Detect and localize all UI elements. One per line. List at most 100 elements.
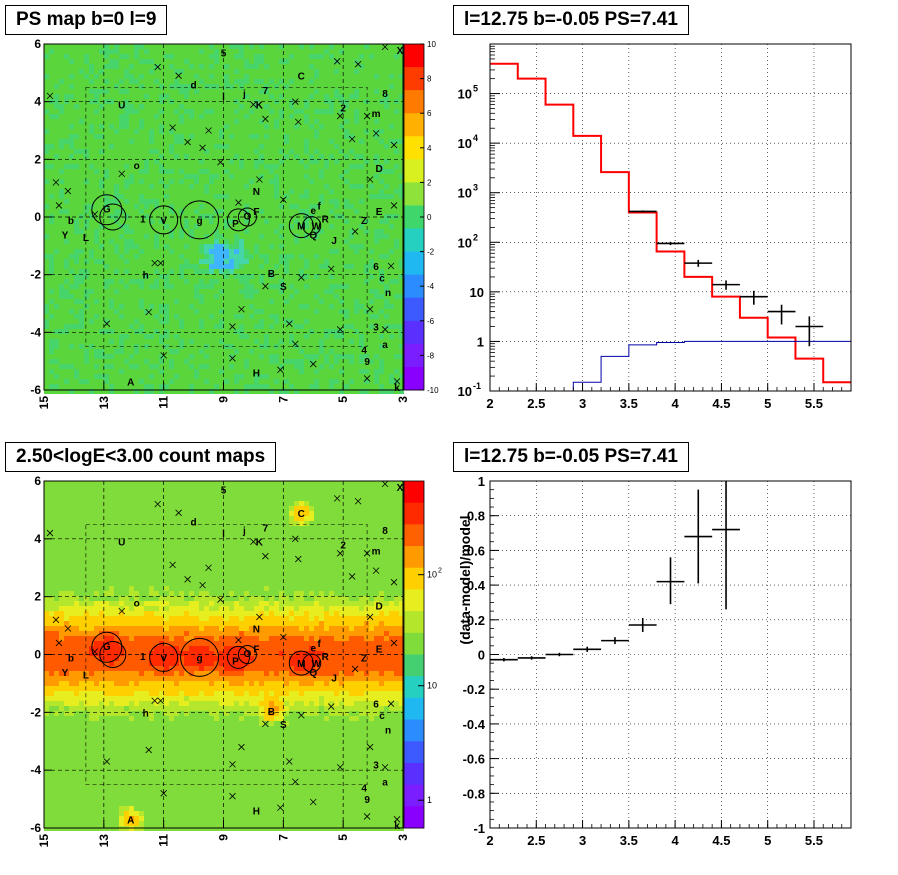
source-label: Y xyxy=(62,668,69,679)
cross-marker xyxy=(295,118,302,126)
y-axis-label: (data-model)/model xyxy=(457,515,473,644)
x-tick-label: 5.5 xyxy=(805,833,823,848)
y-tick-label: 4 xyxy=(34,95,41,109)
colorbar-tick: 0 xyxy=(427,213,432,222)
cross-marker xyxy=(235,636,242,644)
colorbar-tick: -6 xyxy=(427,317,435,326)
source-label: l xyxy=(222,529,225,540)
y-tick-label: 10 xyxy=(458,136,472,151)
cross-marker xyxy=(103,758,111,765)
x-tick-label: 4 xyxy=(672,396,680,411)
cross-marker xyxy=(280,196,287,203)
x-tick-label: 11 xyxy=(157,396,171,409)
source-label: Z xyxy=(361,653,367,664)
cross-marker xyxy=(229,355,236,362)
cross-marker xyxy=(103,320,111,327)
cross-marker xyxy=(64,625,72,632)
cross-marker xyxy=(46,529,54,537)
y-tick-label: 4 xyxy=(34,532,41,546)
cross-marker xyxy=(354,60,362,68)
cross-marker xyxy=(390,141,398,149)
source-label: M xyxy=(297,659,305,670)
source-circle xyxy=(91,194,123,226)
cross-marker xyxy=(145,746,152,754)
source-label: d xyxy=(191,517,197,528)
source-label: G xyxy=(103,642,111,653)
x-tick-label: 3 xyxy=(579,833,586,848)
source-label: Z xyxy=(361,216,367,227)
x-tick-label: 4 xyxy=(672,833,680,848)
cross-marker xyxy=(262,552,269,560)
colorbar-tick: 2 xyxy=(427,178,432,187)
source-label: c xyxy=(379,711,385,722)
cross-marker xyxy=(151,259,158,267)
source-label: O xyxy=(244,212,252,223)
source-label: D xyxy=(375,164,382,175)
cross-marker xyxy=(351,665,359,673)
cross-marker xyxy=(184,138,191,146)
cross-marker xyxy=(348,135,356,143)
source-label: H xyxy=(253,369,260,380)
cross-marker xyxy=(262,115,269,123)
cross-marker xyxy=(393,816,401,823)
cross-marker xyxy=(336,763,344,771)
x-tick-label: 5 xyxy=(764,833,771,848)
source-label: 1 xyxy=(140,214,146,225)
y-tick-exp: -1 xyxy=(473,381,481,391)
x-tick-label: 13 xyxy=(97,834,111,848)
source-label: N xyxy=(253,624,260,635)
source-label: Q xyxy=(309,230,317,241)
source-label: B xyxy=(268,269,275,280)
source-circle xyxy=(237,645,257,664)
source-label: e xyxy=(310,643,316,654)
source-label: f xyxy=(318,639,322,650)
source-label: o xyxy=(134,161,140,172)
spectrum-frame xyxy=(489,43,852,392)
top-left-title: PS map b=0 l=9 xyxy=(5,5,168,35)
cross-marker xyxy=(91,210,99,218)
top-right-title: l=12.75 b=-0.05 PS=7.41 xyxy=(453,5,689,35)
cross-marker xyxy=(169,124,176,131)
y-tick-label: -0.8 xyxy=(463,786,485,801)
cross-marker xyxy=(280,633,287,641)
y-tick-label: 0 xyxy=(478,648,485,663)
y-tick-exp: 3 xyxy=(473,183,478,193)
source-label: d xyxy=(191,80,197,91)
cross-marker xyxy=(157,697,164,705)
y-tick-label: 6 xyxy=(34,474,41,488)
colorbar-tick: 4 xyxy=(427,144,432,153)
source-label: V xyxy=(160,653,167,664)
source-label: g xyxy=(197,653,203,664)
y-tick-label: 1 xyxy=(477,334,484,349)
cross-marker xyxy=(262,720,269,728)
cross-marker xyxy=(46,92,54,100)
cross-marker xyxy=(336,326,344,333)
x-tick-label: 3 xyxy=(396,396,410,403)
colorbar-tick: 10 xyxy=(427,40,436,49)
cross-marker xyxy=(366,613,374,621)
source-label: W xyxy=(312,222,322,233)
cross-marker xyxy=(238,305,245,313)
x-tick-label: 9 xyxy=(217,834,231,841)
cross-marker xyxy=(262,282,269,290)
colorbar-tick-exp: 2 xyxy=(438,568,442,575)
cross-marker xyxy=(333,495,341,502)
cross-marker xyxy=(235,199,242,206)
cross-marker xyxy=(277,804,284,812)
source-label: N xyxy=(253,187,260,198)
source-label: J xyxy=(331,674,337,685)
source-label: Y xyxy=(62,230,69,241)
y-tick-exp: 4 xyxy=(473,133,478,143)
y-tick-label: 6 xyxy=(34,37,41,51)
source-label: 6 xyxy=(373,700,379,711)
cross-marker xyxy=(366,305,374,313)
y-tick-label: -4 xyxy=(30,763,41,777)
cross-marker xyxy=(256,176,263,183)
source-label: V xyxy=(160,216,167,227)
source-label: b xyxy=(68,653,74,664)
source-label: l xyxy=(222,92,225,103)
source-circle xyxy=(226,208,250,232)
cross-marker xyxy=(336,112,344,120)
